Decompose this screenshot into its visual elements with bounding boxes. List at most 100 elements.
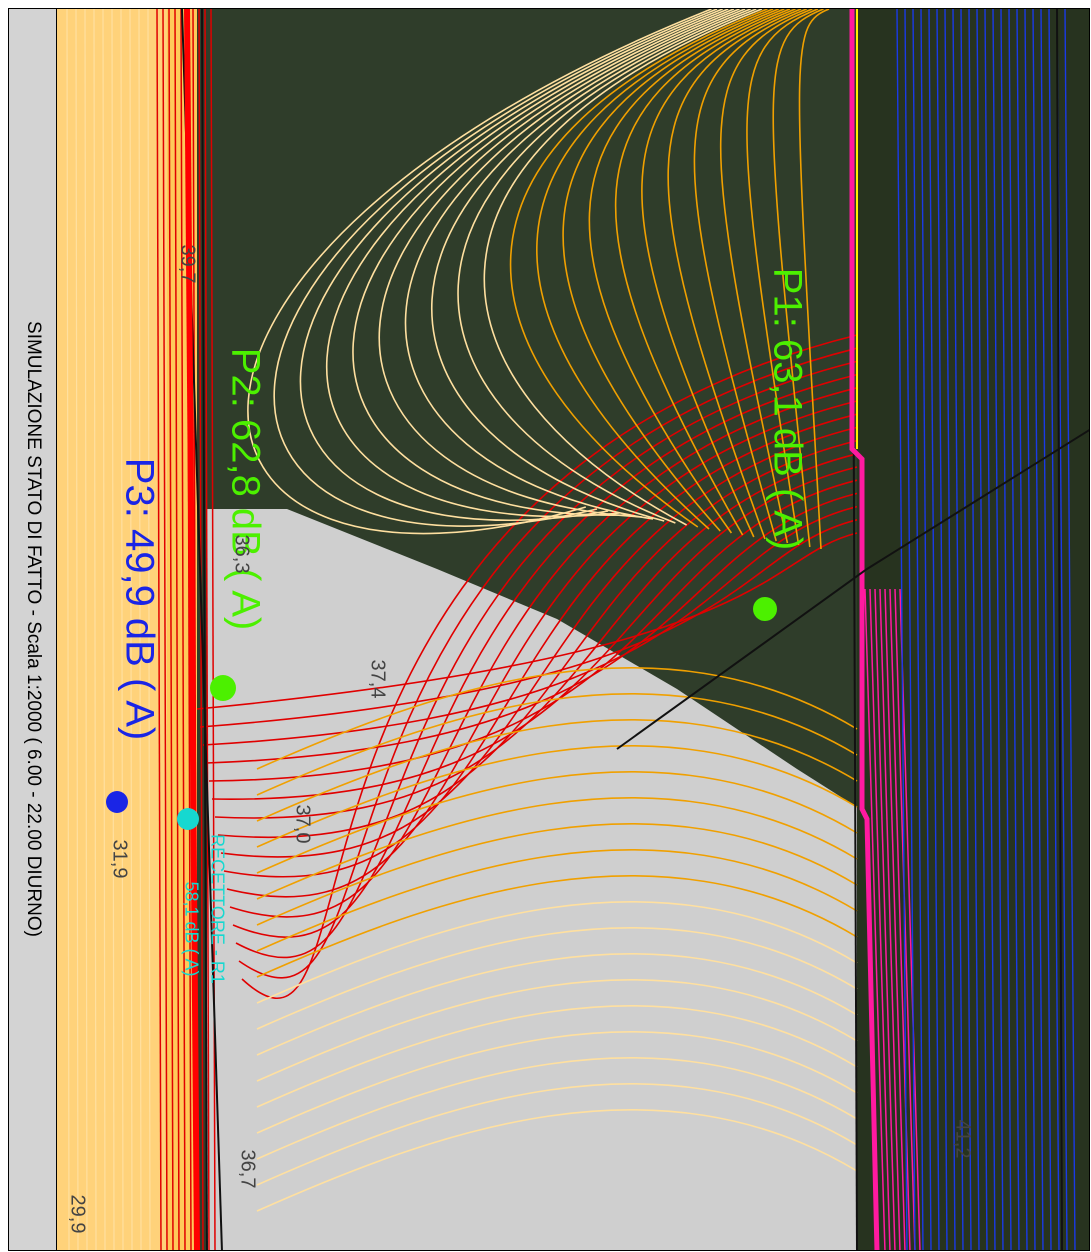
isoline [588,9,785,534]
point-marker-p2 [210,675,236,701]
isoline [952,9,964,1250]
isoline [120,9,124,1250]
isoline [217,439,858,838]
point-label-p2: P2: 62,8 dB ( A) [223,347,268,631]
isoline [719,9,813,544]
isoline [378,9,740,518]
isoline [147,9,151,1250]
contour-label: 36,7 [236,1149,259,1189]
contour-label: 36,3 [230,534,253,574]
isoline [202,505,858,746]
isoline [869,588,891,1250]
isoline [1040,9,1052,1250]
isoline [920,9,932,1250]
isoline [352,9,735,516]
noise-map-canvas [57,9,1089,1250]
isoline [256,719,858,822]
title-strip: SIMULAZIONE STATO DI FATTO - Scala 1:200… [9,9,57,1250]
isoline [1000,9,1012,1250]
isoline [746,9,819,546]
isoline [256,1057,858,1160]
isoline [904,9,916,1250]
isoline [256,823,858,926]
isoline [256,849,858,952]
isoline [93,9,97,1250]
isoline [102,9,106,1250]
isoline [256,901,858,1004]
isoline [247,9,712,535]
isoline [256,771,858,874]
contour-label: 37,4 [366,659,389,699]
isoline [174,9,180,1250]
isoline [899,588,921,1250]
isoline [430,9,751,522]
isoline [273,9,718,527]
isoline [256,1031,858,1134]
contour-label: 31,9 [108,839,131,879]
isoline [912,9,924,1250]
isoline [1008,9,1020,1250]
isoline [325,9,729,518]
isoline [562,9,779,532]
isoline [864,588,886,1250]
isoline [256,979,858,1082]
isoline [483,9,763,526]
point-marker-p3 [106,791,128,813]
isoline [256,1083,858,1186]
contour-label: 37,0 [291,804,314,844]
isoline [241,334,858,999]
isoline [168,9,174,1250]
isoline [229,387,858,918]
isoline [1024,9,1036,1250]
isoline [992,9,1004,1250]
receptor-label: RECETTORE - R1 [207,834,228,984]
contour-label: 41,2 [951,1119,974,1159]
isoline [1016,9,1028,1250]
isoline [1064,9,1076,1250]
isoline [214,453,858,819]
receptor-marker [177,808,199,830]
map-frame: SIMULAZIONE STATO DI FATTO - Scala 1:200… [8,8,1090,1251]
isoline [232,373,858,938]
isoline [256,797,858,900]
isoline [928,9,940,1250]
isoline [204,9,210,1250]
point-label-p3: P3: 49,9 dB ( A) [117,457,162,741]
isoline [404,9,746,520]
isoline [256,927,858,1030]
isoline [984,9,996,1250]
isoline [976,9,988,1250]
isoline [693,9,807,542]
isoline [238,347,858,979]
isoline [75,9,79,1250]
isoline [944,9,956,1250]
isoline [111,9,115,1250]
isoline [226,400,858,898]
isoline [256,745,858,848]
isoline [896,9,908,1250]
point-marker-p1 [753,597,777,621]
isoline [223,413,858,878]
contour-label: 39,7 [176,244,199,284]
isoline [457,9,757,524]
isoline [879,588,901,1250]
isoline [208,479,858,782]
isoline [211,466,858,800]
isoline [162,9,168,1250]
isoline [256,667,858,770]
isoline [256,1005,858,1108]
isoline [84,9,88,1250]
isoline [1048,9,1060,1250]
isoline [936,9,948,1250]
isoline [536,9,774,530]
isoline [960,9,972,1250]
noise-map: P1: 63,1 dB ( A) P2: 62,8 dB ( A) P3: 49… [57,9,1089,1250]
isoline [256,693,858,796]
isoline [667,9,802,540]
isoline [66,9,70,1250]
map-title: SIMULAZIONE STATO DI FATTO - Scala 1:200… [23,321,44,937]
contour-label: 29,9 [66,1194,89,1234]
isoline [299,9,723,521]
isoline [968,9,980,1250]
isoline [156,9,162,1250]
